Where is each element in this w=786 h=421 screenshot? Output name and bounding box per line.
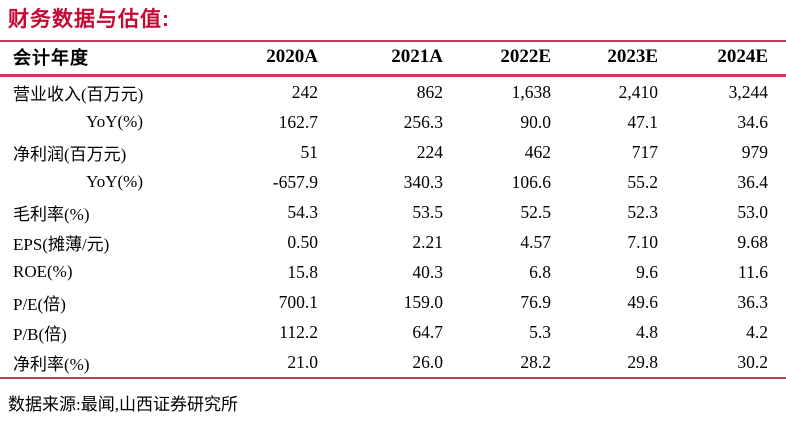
value-cell: 15.8 (287, 261, 318, 282)
value-cell: 53.5 (412, 201, 443, 222)
row-label: P/B(倍) (13, 324, 67, 344)
value-cell: 256.3 (403, 111, 443, 132)
row-label: 净利润(百万元) (13, 144, 127, 164)
value-cell: 9.6 (636, 261, 658, 282)
value-cell: 242 (291, 81, 318, 102)
value-cell: 224 (416, 141, 443, 162)
row-label: ROE(%) (13, 262, 73, 281)
value-cell: 159.0 (403, 291, 443, 312)
value-cell: 340.3 (403, 171, 443, 192)
value-cell: 28.2 (520, 351, 551, 372)
value-cell: 4.8 (636, 321, 658, 342)
value-cell: 11.6 (738, 261, 768, 282)
value-cell: 30.2 (737, 351, 768, 372)
value-cell: 7.10 (627, 231, 658, 252)
header-fiscal-year: 会计年度 (0, 41, 180, 77)
value-cell: 40.3 (412, 261, 443, 282)
row-label: EPS(摊薄/元) (13, 234, 110, 254)
value-cell: 4.57 (520, 231, 551, 252)
value-cell: 90.0 (520, 111, 551, 132)
table-row: 净利率(%) 21.0 26.0 28.2 29.8 30.2 (0, 347, 786, 378)
value-cell: 54.3 (287, 201, 318, 222)
value-cell: 55.2 (627, 171, 658, 192)
value-cell: 2.21 (412, 231, 443, 252)
row-label: YoY(%) (86, 172, 143, 191)
data-source-note: 数据来源:最闻,山西证券研究所 (8, 395, 238, 414)
value-cell: 862 (416, 81, 443, 102)
value-cell: 9.68 (737, 231, 768, 252)
value-cell: 76.9 (520, 291, 551, 312)
value-cell: 26.0 (412, 351, 443, 372)
table-row: YoY(%) -657.9 340.3 106.6 55.2 36.4 (0, 167, 786, 197)
value-cell: 3,244 (728, 81, 768, 102)
row-label: 毛利率(%) (13, 204, 90, 224)
row-label: YoY(%) (86, 112, 143, 131)
value-cell: 106.6 (511, 171, 551, 192)
value-cell: 34.6 (737, 111, 768, 132)
header-year-column: 2020A (180, 41, 328, 77)
section-title: 财务数据与估值: (8, 8, 170, 31)
value-cell: 5.3 (529, 321, 551, 342)
value-cell: 21.0 (287, 351, 318, 372)
value-cell: 36.4 (737, 171, 768, 192)
header-year-column: 2023E (561, 41, 668, 77)
row-label: 营业收入(百万元) (13, 84, 144, 104)
value-cell: 49.6 (627, 291, 658, 312)
value-cell: -657.9 (272, 171, 318, 192)
value-cell: 47.1 (627, 111, 658, 132)
value-cell: 112.2 (279, 321, 318, 342)
value-cell: 717 (631, 141, 658, 162)
table-row: P/B(倍) 112.2 64.7 5.3 4.8 4.2 (0, 317, 786, 347)
value-cell: 52.3 (627, 201, 658, 222)
table-row: YoY(%) 162.7 256.3 90.0 47.1 34.6 (0, 107, 786, 137)
header-year-column: 2021A (328, 41, 453, 77)
value-cell: 29.8 (627, 351, 658, 372)
value-cell: 6.8 (529, 261, 551, 282)
value-cell: 162.7 (278, 111, 318, 132)
value-cell: 4.2 (746, 321, 768, 342)
value-cell: 0.50 (287, 231, 318, 252)
value-cell: 53.0 (737, 201, 768, 222)
row-label: P/E(倍) (13, 294, 66, 314)
table-row: EPS(摊薄/元) 0.50 2.21 4.57 7.10 9.68 (0, 227, 786, 257)
table-body: 营业收入(百万元) 242 862 1,638 2,410 3,244 YoY(%) 162.… (0, 76, 786, 379)
table-header-row: 会计年度 2020A 2021A 2022E 2023E 2024E (0, 41, 786, 77)
table-row: 净利润(百万元) 51 224 462 717 979 (0, 137, 786, 167)
value-cell: 700.1 (278, 291, 318, 312)
financial-table: 会计年度 2020A 2021A 2022E 2023E 2024E 营业收入(百万元) 2… (0, 40, 786, 379)
value-cell: 2,410 (618, 81, 658, 102)
table-row: P/E(倍) 700.1 159.0 76.9 49.6 36.3 (0, 287, 786, 317)
value-cell: 51 (300, 141, 319, 162)
header-year-column: 2024E (668, 41, 786, 77)
header-year-column: 2022E (453, 41, 561, 77)
value-cell: 52.5 (520, 201, 551, 222)
value-cell: 36.3 (737, 291, 768, 312)
table-row: 营业收入(百万元) 242 862 1,638 2,410 3,244 (0, 76, 786, 108)
value-cell: 462 (524, 141, 551, 162)
value-cell: 979 (741, 141, 768, 162)
value-cell: 64.7 (412, 321, 443, 342)
value-cell: 1,638 (511, 81, 551, 102)
row-label: 净利率(%) (13, 354, 90, 374)
table-row: 毛利率(%) 54.3 53.5 52.5 52.3 53.0 (0, 197, 786, 227)
table-row: ROE(%) 15.8 40.3 6.8 9.6 11.6 (0, 257, 786, 287)
